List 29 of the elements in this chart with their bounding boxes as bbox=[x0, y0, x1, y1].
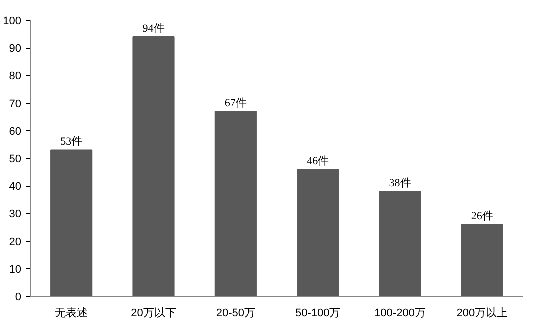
bar bbox=[461, 224, 504, 296]
y-tick-label: 90 bbox=[9, 43, 22, 56]
data-label: 53件 bbox=[60, 136, 83, 148]
y-tick-label: 60 bbox=[9, 126, 22, 138]
y-tick-label: 0 bbox=[15, 292, 22, 304]
x-tick-label: 20-50万 bbox=[216, 308, 256, 320]
y-tick-label: 70 bbox=[9, 98, 22, 110]
x-tick-label: 20万以下 bbox=[131, 306, 176, 320]
bar bbox=[132, 36, 175, 296]
y-tick-label: 10 bbox=[9, 264, 22, 276]
y-tick-label: 100 bbox=[3, 16, 22, 28]
bar bbox=[50, 150, 93, 296]
x-tick-label: 200万以上 bbox=[456, 306, 508, 320]
x-tick-label: 无表述 bbox=[55, 306, 88, 320]
data-label: 38件 bbox=[389, 178, 412, 190]
data-label: 94件 bbox=[142, 23, 165, 36]
x-tick-label: 100-200万 bbox=[374, 308, 426, 320]
y-tick-label: 20 bbox=[9, 236, 22, 248]
data-label: 26件 bbox=[471, 210, 494, 223]
bar bbox=[379, 191, 422, 296]
y-tick-label: 40 bbox=[9, 181, 22, 194]
y-tick-label: 30 bbox=[9, 208, 22, 221]
data-label: 46件 bbox=[307, 156, 330, 168]
data-label: 67件 bbox=[224, 98, 247, 110]
y-tick-label: 50 bbox=[9, 154, 22, 166]
bar bbox=[214, 111, 257, 296]
bar bbox=[297, 169, 340, 296]
y-tick-label: 80 bbox=[9, 70, 22, 83]
x-tick-label: 50-100万 bbox=[295, 308, 341, 320]
